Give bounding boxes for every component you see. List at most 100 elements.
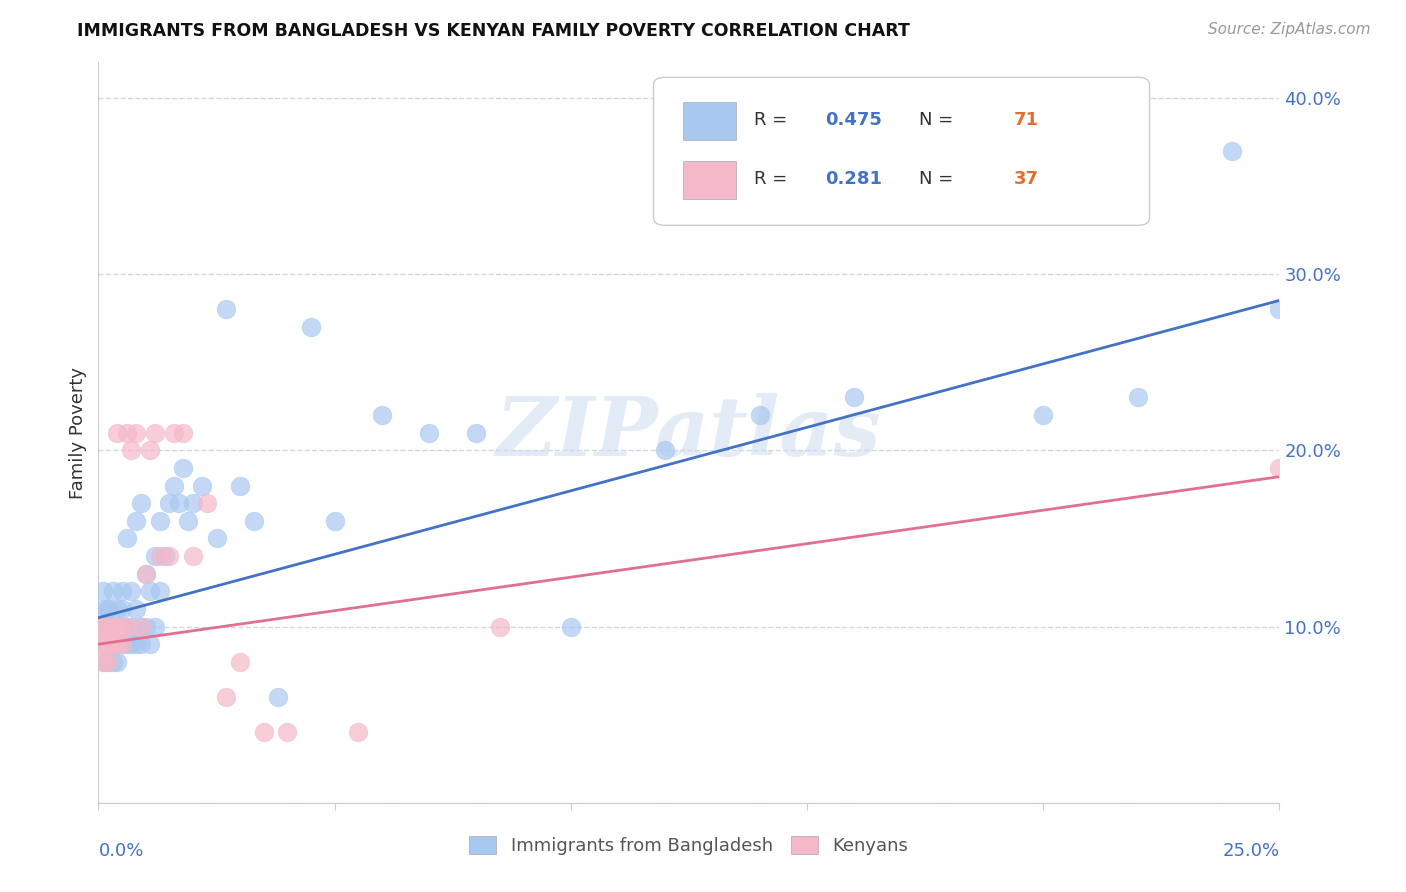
Point — [101, 619, 124, 633]
Point — [229, 655, 252, 669]
Point — [163, 425, 186, 440]
Point — [276, 725, 298, 739]
Y-axis label: Family Poverty: Family Poverty — [69, 367, 87, 499]
Point — [97, 637, 120, 651]
Point — [105, 602, 128, 616]
Text: 0.0%: 0.0% — [98, 842, 143, 860]
Point — [195, 496, 218, 510]
Point — [129, 496, 152, 510]
Point — [91, 655, 114, 669]
Text: N =: N = — [920, 170, 959, 188]
Point — [97, 655, 120, 669]
Point — [135, 619, 157, 633]
Point — [115, 532, 138, 546]
Point — [181, 549, 204, 563]
Point — [97, 602, 120, 616]
Point — [157, 549, 180, 563]
Point — [149, 549, 172, 563]
Point — [560, 619, 582, 633]
Text: N =: N = — [920, 112, 959, 129]
Point — [91, 619, 114, 633]
Point — [167, 496, 190, 510]
Point — [135, 566, 157, 581]
Point — [243, 514, 266, 528]
Point — [139, 443, 162, 458]
Point — [121, 637, 143, 651]
Point — [91, 619, 114, 633]
Point — [1126, 390, 1149, 404]
Point — [323, 514, 346, 528]
Point — [157, 496, 180, 510]
Point — [97, 637, 120, 651]
Text: ZIPatlas: ZIPatlas — [496, 392, 882, 473]
Point — [129, 637, 152, 651]
Point — [121, 619, 143, 633]
FancyBboxPatch shape — [654, 78, 1150, 226]
Point — [172, 461, 194, 475]
Point — [181, 496, 204, 510]
Point — [121, 584, 143, 599]
Point — [139, 637, 162, 651]
Point — [105, 425, 128, 440]
Point — [101, 655, 124, 669]
Point — [101, 637, 124, 651]
Text: 71: 71 — [1014, 112, 1039, 129]
Point — [371, 408, 394, 422]
Point — [91, 619, 114, 633]
Point — [149, 584, 172, 599]
Point — [105, 619, 128, 633]
Point — [253, 725, 276, 739]
Point — [215, 690, 238, 704]
Point — [191, 478, 214, 492]
Text: 25.0%: 25.0% — [1222, 842, 1279, 860]
Point — [101, 637, 124, 651]
Point — [125, 637, 148, 651]
Text: Source: ZipAtlas.com: Source: ZipAtlas.com — [1208, 22, 1371, 37]
Point — [105, 619, 128, 633]
Text: R =: R = — [754, 112, 793, 129]
Point — [177, 514, 200, 528]
Point — [111, 602, 134, 616]
Point — [153, 549, 176, 563]
Text: IMMIGRANTS FROM BANGLADESH VS KENYAN FAMILY POVERTY CORRELATION CHART: IMMIGRANTS FROM BANGLADESH VS KENYAN FAM… — [77, 22, 910, 40]
Point — [215, 302, 238, 317]
Point — [125, 514, 148, 528]
Point — [748, 408, 770, 422]
Point — [205, 532, 228, 546]
Text: R =: R = — [754, 170, 793, 188]
Point — [91, 584, 114, 599]
Point — [172, 425, 194, 440]
Point — [97, 619, 120, 633]
Point — [97, 655, 120, 669]
Point — [1032, 408, 1054, 422]
Point — [101, 584, 124, 599]
Point — [347, 725, 370, 739]
Point — [129, 619, 152, 633]
Text: 0.281: 0.281 — [825, 170, 882, 188]
Point — [91, 637, 114, 651]
Point — [143, 425, 166, 440]
Point — [489, 619, 512, 633]
Point — [418, 425, 440, 440]
Point — [97, 637, 120, 651]
Point — [143, 549, 166, 563]
Point — [97, 619, 120, 633]
Text: 37: 37 — [1014, 170, 1039, 188]
Point — [267, 690, 290, 704]
Point — [121, 443, 143, 458]
Point — [111, 637, 134, 651]
Point — [125, 425, 148, 440]
Point — [229, 478, 252, 492]
Point — [91, 655, 114, 669]
Point — [1268, 461, 1291, 475]
Point — [105, 637, 128, 651]
Point — [111, 619, 134, 633]
Point — [135, 566, 157, 581]
Point — [115, 619, 138, 633]
Point — [654, 443, 676, 458]
Point — [914, 178, 936, 193]
Point — [1268, 302, 1291, 317]
Point — [115, 637, 138, 651]
Point — [97, 619, 120, 633]
Point — [91, 637, 114, 651]
